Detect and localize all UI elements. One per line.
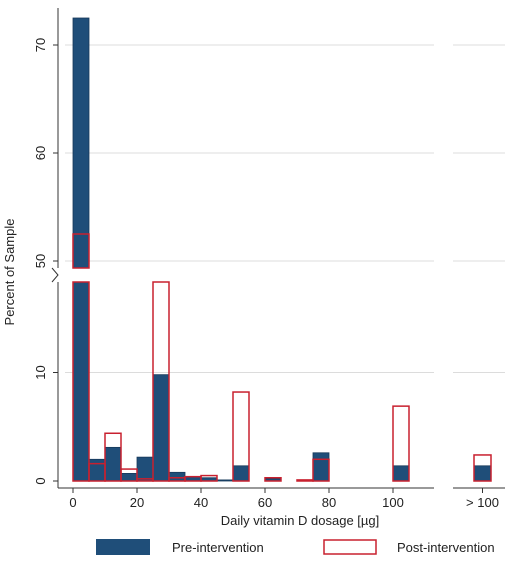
x-tick-label: 80 — [322, 495, 336, 510]
post-intervention-bar — [152, 281, 170, 482]
legend: Pre-intervention Post-intervention — [96, 539, 495, 555]
x-axis-label: Daily vitamin D dosage [µg] — [221, 513, 380, 528]
y-axis-break-mark — [51, 267, 59, 283]
y-tick-label: 60 — [33, 146, 48, 160]
pre-intervention-bar — [104, 446, 122, 482]
post-intervention-bar — [473, 454, 492, 482]
pre-intervention-bar-upper — [72, 17, 90, 269]
x-tick-label: 40 — [194, 495, 208, 510]
post-intervention-bar — [312, 458, 330, 482]
axes: Percent of Sample Daily vitamin D dosage… — [2, 8, 505, 528]
pre-intervention-bar — [88, 458, 106, 482]
y-tick-label: 0 — [33, 477, 48, 484]
x-tick-label-extra: > 100 — [466, 495, 499, 510]
pre-intervention-bars — [72, 17, 492, 482]
legend-swatch-post-intervention — [323, 539, 377, 555]
y-tick-label: 70 — [33, 38, 48, 52]
pre-intervention-bar — [473, 465, 492, 482]
pre-intervention-bar — [392, 465, 410, 482]
pre-intervention-bar — [232, 465, 250, 482]
post-intervention-bar — [264, 476, 282, 482]
pre-intervention-bar — [72, 281, 90, 482]
post-intervention-bar-upper — [72, 233, 90, 269]
post-intervention-bar — [296, 479, 314, 482]
pre-intervention-bar — [168, 471, 186, 482]
legend-label-pre-intervention: Pre-intervention — [172, 540, 264, 555]
post-intervention-bar — [200, 474, 218, 482]
post-intervention-bars — [72, 233, 492, 482]
pre-intervention-bar — [216, 479, 234, 482]
x-tick-label: 20 — [130, 495, 144, 510]
x-tick-label: 0 — [69, 495, 76, 510]
pre-intervention-bar — [152, 374, 170, 482]
gridlines — [65, 44, 505, 373]
legend-label-post-intervention: Post-intervention — [397, 540, 495, 555]
pre-intervention-bar — [136, 456, 154, 482]
post-intervention-bar — [72, 281, 90, 482]
y-tick-label: 50 — [33, 254, 48, 268]
x-tick-label: 60 — [258, 495, 272, 510]
pre-intervention-bar — [312, 452, 330, 482]
post-intervention-bar — [232, 391, 250, 482]
y-axis-label: Percent of Sample — [2, 219, 17, 326]
x-tick-label: 100 — [382, 495, 404, 510]
y-tick-label: 10 — [33, 365, 48, 379]
post-intervention-bar — [120, 468, 138, 482]
post-intervention-bar — [392, 405, 410, 482]
legend-swatch-pre-intervention — [96, 539, 150, 555]
post-intervention-bar — [104, 432, 122, 482]
pre-intervention-bar — [120, 473, 138, 482]
